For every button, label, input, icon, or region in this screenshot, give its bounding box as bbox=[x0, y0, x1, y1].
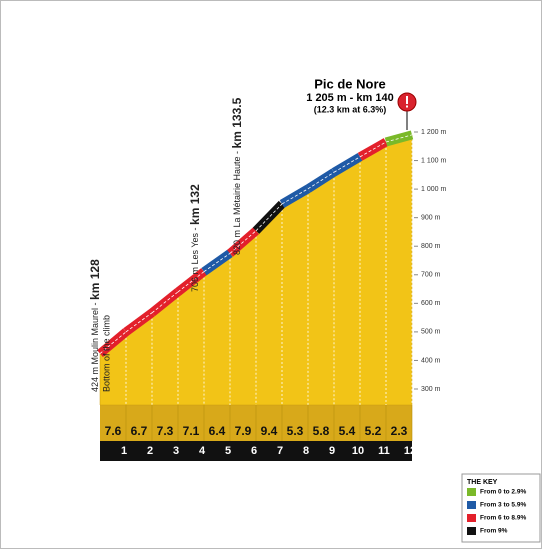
legend-swatch bbox=[467, 527, 476, 535]
annotation: 820 m La Métairie Haute - km 133.5 bbox=[230, 97, 244, 255]
annotation-km: km 128 bbox=[88, 259, 102, 300]
x-tick-label: 4 bbox=[199, 445, 206, 457]
y-tick-label: 400 m bbox=[421, 357, 441, 364]
x-tick-label: 12 bbox=[404, 445, 416, 457]
base-band bbox=[100, 441, 412, 461]
chart-title: Pic de Nore bbox=[314, 76, 386, 91]
gradient-label: 5.8 bbox=[313, 424, 330, 438]
gradient-label: 6.4 bbox=[209, 424, 226, 438]
annotation-text: 424 m Moulin Maurel - bbox=[90, 300, 100, 392]
x-tick-label: 2 bbox=[147, 445, 153, 457]
x-tick-label: 5 bbox=[225, 445, 231, 457]
road-centerline bbox=[229, 230, 257, 254]
annotation-km: km 132 bbox=[188, 184, 202, 225]
x-tick-label: 10 bbox=[352, 445, 364, 457]
y-tick-label: 800 m bbox=[421, 243, 441, 250]
x-tick-label: 6 bbox=[251, 445, 257, 457]
road-centerline bbox=[125, 312, 153, 333]
road-centerline bbox=[151, 291, 179, 314]
gradient-label: 2.3 bbox=[391, 424, 408, 438]
x-tick-label: 1 bbox=[121, 445, 127, 457]
y-tick-label: 300 m bbox=[421, 386, 441, 393]
legend-label: From 3 to 5.9% bbox=[480, 502, 526, 509]
y-tick-label: 700 m bbox=[421, 272, 441, 279]
x-tick-label: 9 bbox=[329, 445, 335, 457]
y-tick-label: 1 000 m bbox=[421, 186, 446, 193]
pin-icon bbox=[406, 105, 408, 108]
road-centerline bbox=[385, 134, 413, 143]
gradient-label: 5.3 bbox=[287, 424, 304, 438]
road-centerline bbox=[203, 253, 231, 272]
pin-icon bbox=[406, 96, 408, 104]
gradient-label: 5.2 bbox=[365, 424, 382, 438]
road-centerline bbox=[281, 188, 309, 205]
y-tick-label: 900 m bbox=[421, 215, 441, 222]
annotation-km: km 133.5 bbox=[230, 97, 244, 148]
x-tick-label: 3 bbox=[173, 445, 179, 457]
road-centerline bbox=[99, 331, 127, 354]
legend-title: THE KEY bbox=[467, 479, 498, 486]
y-tick-label: 1 100 m bbox=[421, 157, 446, 164]
chart-note: (12.3 km at 6.3%) bbox=[314, 104, 387, 114]
annotation: 424 m Moulin Maurel - km 128 bbox=[88, 259, 102, 392]
annotation-text: 820 m La Métairie Haute - bbox=[232, 148, 242, 255]
road-centerline bbox=[177, 271, 205, 293]
legend-label: From 9% bbox=[480, 528, 508, 535]
road-centerline bbox=[307, 171, 335, 190]
annotation-text: 706 m Les Yes - bbox=[190, 225, 200, 292]
gradient-label: 7.6 bbox=[105, 424, 122, 438]
legend-swatch bbox=[467, 488, 476, 496]
y-tick-label: 1 200 m bbox=[421, 129, 446, 136]
legend-label: From 6 to 8.9% bbox=[480, 515, 526, 522]
gradient-label: 7.1 bbox=[183, 424, 200, 438]
gradient-label: 5.4 bbox=[339, 424, 356, 438]
legend-label: From 0 to 2.9% bbox=[480, 489, 526, 496]
legend-swatch bbox=[467, 501, 476, 509]
legend-swatch bbox=[467, 514, 476, 522]
road-segment bbox=[357, 138, 389, 161]
annotation: 706 m Les Yes - km 132 bbox=[188, 184, 202, 292]
x-tick-label: 8 bbox=[303, 445, 309, 457]
chart-subtitle: 1 205 m - km 140 bbox=[306, 92, 393, 104]
x-tick-label: 7 bbox=[277, 445, 283, 457]
gradient-label: 7.9 bbox=[235, 424, 252, 438]
gradient-label: 6.7 bbox=[131, 424, 148, 438]
y-tick-label: 600 m bbox=[421, 300, 441, 307]
road-centerline bbox=[255, 203, 283, 232]
x-tick-label: 11 bbox=[378, 445, 390, 457]
gradient-label: 9.4 bbox=[261, 424, 278, 438]
y-tick-label: 500 m bbox=[421, 329, 441, 336]
annotation-subtext: Bottom of the climb bbox=[101, 315, 111, 392]
gradient-label: 7.3 bbox=[157, 424, 174, 438]
road-centerline bbox=[333, 156, 361, 173]
